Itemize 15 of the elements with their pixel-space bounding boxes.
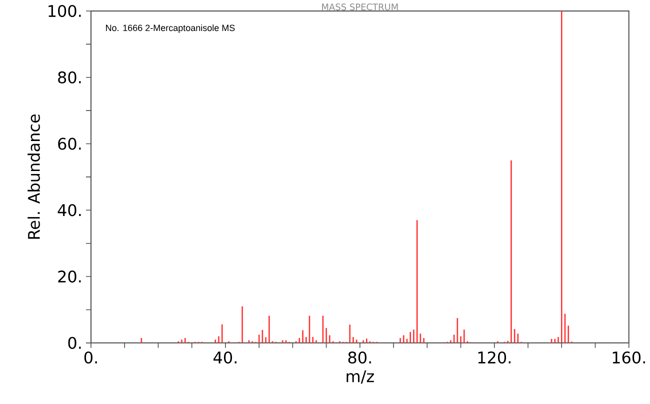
y-axis-title: Rel. Abundance — [28, 114, 40, 239]
y-tick-label: 80. — [58, 71, 81, 84]
x-tick-label: 160. — [612, 352, 645, 364]
y-tick-label: 60. — [58, 138, 81, 150]
chart-title: MASS SPECTRUM — [322, 4, 398, 10]
x-tick-label: 80. — [348, 352, 371, 364]
x-axis-title: m/z — [346, 370, 374, 384]
y-tick-label: 40. — [58, 204, 81, 216]
y-tick-label: 0. — [68, 336, 81, 350]
x-tick-label: 0. — [84, 352, 97, 364]
annotation: No. 1666 2-Mercaptoanisole MS — [106, 24, 235, 33]
y-tick-label: 100. — [48, 4, 81, 18]
x-tick-label: 40. — [214, 352, 236, 364]
x-tick-label: 120. — [478, 352, 510, 364]
y-tick-label: 20. — [58, 270, 81, 283]
